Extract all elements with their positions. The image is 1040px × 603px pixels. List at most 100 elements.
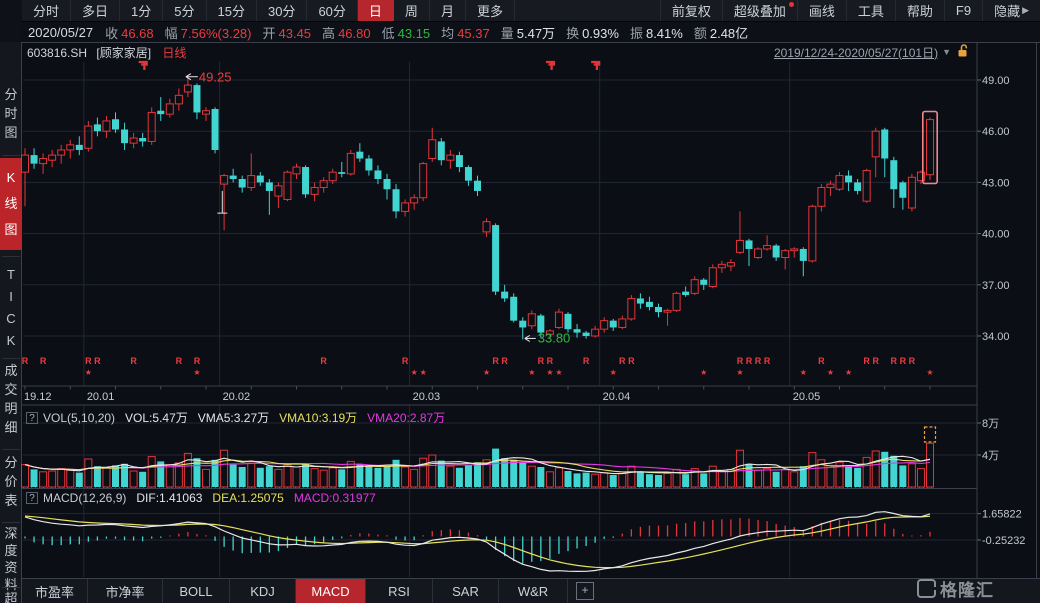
event-flag-icon xyxy=(591,60,601,70)
toolbar-button-工具[interactable]: 工具 xyxy=(845,0,895,21)
tab-W&R[interactable]: W&R xyxy=(499,579,568,603)
period-tab-分时[interactable]: 分时 xyxy=(22,0,72,21)
period-tab-更多[interactable]: 更多 xyxy=(466,0,515,21)
candle-up xyxy=(726,262,735,267)
tab-BOLL[interactable]: BOLL xyxy=(163,579,230,603)
high-marker-arrow xyxy=(185,73,192,81)
tab-RSI[interactable]: RSI xyxy=(366,579,433,603)
rights-marker: R xyxy=(619,356,626,366)
volume-bar-up xyxy=(871,450,880,488)
date-range-selector[interactable]: 2019/12/24-2020/05/27(101日) ▼ xyxy=(773,43,970,61)
sidebar-item-分价表[interactable]: 分价表 xyxy=(4,455,18,508)
toolbar-button-F9[interactable]: F9 xyxy=(943,0,982,21)
volume-bar-down xyxy=(193,458,201,487)
toolbar-button-帮助[interactable]: 帮助 xyxy=(894,0,944,21)
volume-bar-up xyxy=(808,452,817,488)
sidebar-divider xyxy=(2,256,20,257)
period-tab-5分[interactable]: 5分 xyxy=(163,0,207,21)
star-marker: ★ xyxy=(420,368,427,377)
candle-up xyxy=(672,292,681,311)
macd-value: MACD:0.31977 xyxy=(293,491,376,505)
quote-field-开: 开 43.45 xyxy=(262,25,312,41)
volume-bar-up xyxy=(202,468,210,488)
sidebar-item-分时图[interactable]: 分时图 xyxy=(4,87,18,140)
volume-bar-down xyxy=(645,474,653,487)
candle-up xyxy=(808,205,817,262)
sidebar-item-深度资料[interactable]: 深度资料 xyxy=(4,526,18,592)
candle-down xyxy=(492,225,500,292)
rights-marker: R xyxy=(22,356,29,366)
high-price-label: 49.25 xyxy=(199,70,232,85)
candle-up xyxy=(220,175,229,185)
volume-bar-down xyxy=(238,467,246,487)
tab-市盈率[interactable]: 市盈率 xyxy=(22,579,88,603)
chevron-down-icon[interactable]: ▼ xyxy=(942,47,951,57)
date-range-text[interactable]: 2019/12/24-2020/05/27(101日) xyxy=(773,45,939,60)
period-tab-月[interactable]: 月 xyxy=(430,0,466,21)
macd-indicator-header: ? MACD(12,26,9) DIF:1.41063 DEA:1.25075 … xyxy=(26,491,386,505)
period-tab-60分[interactable]: 60分 xyxy=(307,0,358,21)
volume-bar-up xyxy=(292,466,301,488)
star-marker: ★ xyxy=(845,368,852,377)
star-marker: ★ xyxy=(926,368,933,377)
candle-down xyxy=(890,160,898,190)
volume-bar-up xyxy=(346,460,355,488)
candle-up xyxy=(283,171,292,200)
period-tab-多日[interactable]: 多日 xyxy=(71,0,121,21)
volume-bar-down xyxy=(890,455,898,487)
volume-bar-up xyxy=(283,464,292,488)
vma20-value: VMA20:2.87万 xyxy=(367,411,446,425)
add-indicator-button[interactable]: + xyxy=(576,582,594,600)
period-tab-1分[interactable]: 1分 xyxy=(120,0,164,21)
volume-bar-down xyxy=(582,472,590,487)
star-marker: ★ xyxy=(193,368,200,377)
volume-bar-up xyxy=(663,472,672,488)
candle-down xyxy=(474,180,481,191)
period-tab-30分[interactable]: 30分 xyxy=(257,0,308,21)
rights-marker: R xyxy=(501,356,508,366)
stock-name: [顾家家居] xyxy=(96,46,152,60)
macd-axis-label: 1.65822 xyxy=(982,509,1022,521)
period-tab-日[interactable]: 日 xyxy=(357,0,394,21)
toolbar-button-隐藏[interactable]: 隐藏 ▶ xyxy=(982,0,1040,21)
volume-bar-up xyxy=(690,468,699,488)
rights-marker: R xyxy=(863,356,870,366)
sidebar-item-超级复盘[interactable]: 超级复盘 xyxy=(4,591,18,603)
volume-bar-up xyxy=(165,464,174,488)
volume-bar-up xyxy=(618,472,627,488)
volume-bar-down xyxy=(229,464,237,487)
volume-bar-up xyxy=(907,463,916,488)
toolbar-button-画线[interactable]: 画线 xyxy=(796,0,846,21)
period-tab-周[interactable]: 周 xyxy=(394,0,430,21)
tab-KDJ[interactable]: KDJ xyxy=(230,579,296,603)
volume-bar-up xyxy=(862,456,871,488)
help-icon[interactable]: ? xyxy=(26,411,38,424)
dea-line xyxy=(24,515,931,569)
tab-市净率[interactable]: 市净率 xyxy=(88,579,163,603)
tab-SAR[interactable]: SAR xyxy=(433,579,499,603)
x-axis-label: 20.05 xyxy=(793,391,821,403)
candle-down xyxy=(383,178,391,190)
toolbar-button-超级叠加[interactable]: 超级叠加 xyxy=(721,0,797,21)
rights-marker: R xyxy=(547,356,554,366)
rights-marker: R xyxy=(755,356,762,366)
candle-down xyxy=(139,138,147,142)
candle-down xyxy=(899,182,907,198)
volume-bar-down xyxy=(573,473,581,487)
candle-up xyxy=(319,180,328,189)
sidebar-item-成交明细[interactable]: 成交明细 xyxy=(4,363,18,435)
candle-down xyxy=(501,291,509,299)
toolbar-button-前复权[interactable]: 前复权 xyxy=(659,0,722,21)
rights-marker: R xyxy=(628,356,635,366)
period-tab-group: 分时 多日 1分 5分 15分 30分 60分日周月更多 xyxy=(22,0,515,21)
volume-bar-down xyxy=(157,461,165,487)
quote-field-均: 均 45.37 xyxy=(441,25,490,41)
help-icon[interactable]: ? xyxy=(26,492,38,504)
candle-up xyxy=(826,183,835,189)
period-tab-15分[interactable]: 15分 xyxy=(207,0,257,21)
tab-MACD[interactable]: MACD xyxy=(296,579,366,603)
unlock-icon[interactable] xyxy=(957,43,970,61)
